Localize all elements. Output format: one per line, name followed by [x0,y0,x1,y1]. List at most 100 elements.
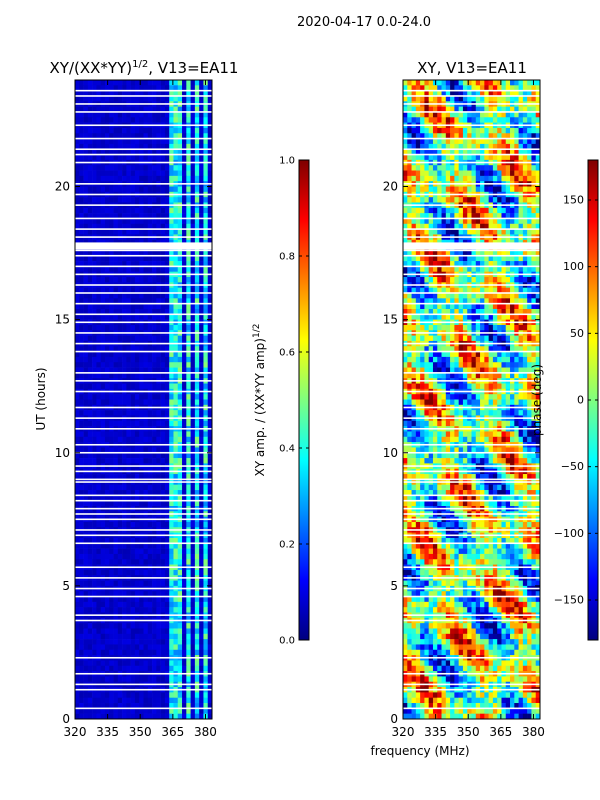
heatmap-cell [109,521,114,528]
heatmap-cell [182,676,187,683]
heatmap-cell [203,362,209,368]
heatmap-cell [87,223,93,230]
heatmap-cell [190,175,196,182]
heatmap-cell [104,660,110,667]
heatmap-cell [190,410,196,416]
heatmap-cell [535,95,541,102]
heatmap-cell [83,138,89,145]
heatmap-cell [458,149,464,155]
heatmap-cell [207,127,213,134]
heatmap-cell [156,607,161,613]
heatmap-cell [117,452,123,459]
heatmap-cell [514,85,519,91]
heatmap-cell [100,175,106,182]
heatmap-cell [501,213,507,219]
heatmap-cell [92,111,97,118]
heatmap-cell [199,314,204,320]
heatmap-cell [182,521,187,528]
heatmap-cell [143,218,149,225]
heatmap-cell [471,154,477,161]
heatmap-cell [437,170,442,177]
heatmap-cell [143,80,149,86]
heatmap-cell [450,138,455,145]
heatmap-cell [122,261,127,267]
x-tick-label: 320 [64,725,87,739]
heatmap-cell [100,580,106,587]
heatmap-cell [92,697,97,704]
heatmap-cell [92,351,97,358]
heatmap-cell [104,452,110,459]
heatmap-cell [126,261,131,267]
heatmap-cell [194,692,200,699]
heatmap-cell [83,490,89,496]
heatmap-cell [130,495,136,501]
heatmap-cell [87,474,93,480]
heatmap-cell [113,660,119,667]
heatmap-cell [83,708,89,714]
heatmap-cell [194,80,200,86]
heatmap-cell [156,127,161,134]
heatmap-cell [156,436,161,443]
heatmap-cell [130,127,136,134]
heatmap-cell [169,713,174,720]
heatmap-cell [420,223,425,230]
heatmap-cell [203,639,209,645]
heatmap-cell [190,277,196,283]
heatmap-cell [109,490,114,496]
heatmap-cell [428,213,434,219]
heatmap-cell [139,697,144,704]
heatmap-cell [79,383,84,390]
heatmap-cell [177,394,183,400]
heatmap-cell [122,127,127,134]
heatmap-cell [87,692,93,699]
heatmap-cell [190,521,196,528]
heatmap-cell [79,559,84,565]
heatmap-cell [156,154,161,161]
heatmap-cell [190,692,196,699]
heatmap-cell [100,553,106,560]
heatmap-cell [177,154,183,161]
heatmap-cell [156,452,161,459]
heatmap-cell [83,399,89,406]
heatmap-cell [462,133,468,139]
heatmap-cell [203,255,209,262]
heatmap-cell [104,207,110,214]
heatmap-cell [182,90,187,97]
heatmap-cell [160,303,166,310]
heatmap-cell [96,356,101,363]
heatmap-cell [173,154,179,161]
heatmap-cell [104,255,110,262]
heatmap-cell [407,229,412,235]
heatmap-cell [441,111,447,118]
heatmap-cell [160,149,166,155]
heatmap-cell [152,143,157,150]
heatmap-cell [203,703,209,709]
heatmap-cell [109,543,114,549]
heatmap-cell [152,639,157,645]
heatmap-cell [104,367,110,374]
heatmap-cell [420,197,425,203]
heatmap-cell [186,213,191,219]
heatmap-cell [505,85,511,91]
heatmap-cell [535,197,541,203]
heatmap-cell [199,596,204,603]
heatmap-cell [130,362,136,368]
heatmap-cell [87,410,93,416]
heatmap-cell [87,372,93,379]
heatmap-cell [75,223,80,230]
heatmap-cell [531,106,537,113]
heatmap-cell [152,314,157,320]
heatmap-cell [492,90,498,97]
heatmap-cell [169,356,174,363]
heatmap-cell [79,436,84,443]
heatmap-cell [428,85,434,91]
heatmap-cell [139,154,144,161]
heatmap-cell [160,346,166,352]
heatmap-cell [134,484,140,491]
heatmap-cell [480,143,485,150]
heatmap-cell [92,447,97,454]
heatmap-cell [104,303,110,310]
heatmap-cell [134,543,140,549]
heatmap-cell [164,713,170,720]
heatmap-cell [432,197,438,203]
